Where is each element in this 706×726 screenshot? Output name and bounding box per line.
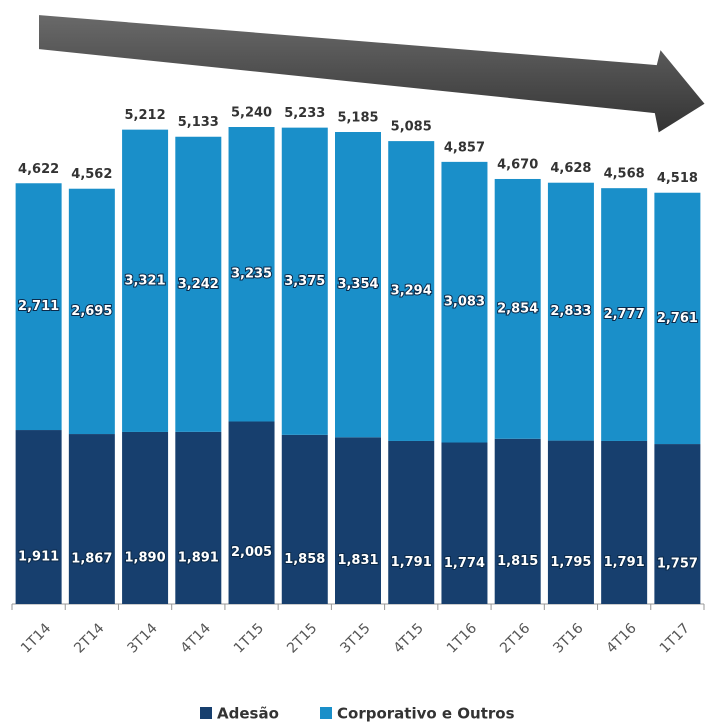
bar-segment — [601, 188, 648, 441]
total-label: 5,185 — [337, 111, 378, 126]
bar-segment — [68, 434, 115, 604]
x-tick-label: 2T16 — [497, 620, 533, 656]
bar-segment — [228, 421, 275, 604]
bar-segment — [547, 182, 594, 441]
value-label: 1,831 — [337, 553, 378, 568]
value-label: 2,833 — [550, 304, 591, 319]
bar-segment — [228, 127, 275, 422]
bar-segment — [441, 442, 488, 604]
bar-segment — [335, 132, 381, 438]
total-label: 5,133 — [178, 115, 219, 130]
trend-arrow — [37, 12, 706, 136]
x-tick-label: 4T15 — [391, 620, 427, 656]
bar-segment — [494, 178, 541, 439]
bar-segment — [654, 192, 701, 445]
value-label: 1,891 — [178, 550, 219, 565]
value-label: 2,777 — [604, 307, 645, 322]
value-label: 3,375 — [284, 274, 325, 289]
total-label: 4,670 — [497, 157, 538, 172]
total-label: 5,240 — [231, 106, 272, 121]
bar-segment — [175, 431, 222, 604]
bar-segment — [281, 127, 328, 435]
value-label: 1,791 — [391, 555, 432, 570]
x-tick-label: 1T15 — [231, 620, 267, 656]
value-label: 2,854 — [497, 301, 538, 316]
bar-segment — [601, 440, 648, 604]
value-label: 1,911 — [18, 550, 59, 565]
total-label: 4,562 — [71, 167, 112, 182]
x-tick-label: 1T14 — [18, 620, 54, 656]
total-label: 4,568 — [604, 167, 645, 182]
bar-segment — [15, 430, 62, 604]
x-tick-label: 4T14 — [178, 620, 214, 656]
x-tick-label: 3T16 — [550, 620, 586, 656]
legend-swatch — [200, 707, 212, 719]
total-label: 5,233 — [284, 106, 325, 121]
x-tick-label: 3T14 — [124, 620, 160, 656]
value-label: 1,791 — [604, 555, 645, 570]
value-label: 2,005 — [231, 545, 272, 560]
value-label: 3,321 — [125, 273, 166, 288]
x-tick-label: 4T16 — [604, 620, 640, 656]
bar-segment — [335, 437, 381, 604]
value-label: 1,795 — [550, 555, 591, 570]
bar-segment — [122, 431, 169, 604]
x-tick-label: 2T15 — [284, 620, 320, 656]
bar-segment — [122, 129, 169, 432]
bar-segment — [175, 136, 222, 432]
value-label: 2,695 — [71, 304, 112, 319]
annotation: CAGR: -6,1% — [331, 12, 439, 32]
bar-segment — [15, 183, 62, 431]
value-label: 3,083 — [444, 295, 485, 310]
x-tick-label: 1T17 — [657, 620, 693, 656]
value-label: 1,858 — [284, 552, 325, 567]
bar-segment — [68, 188, 115, 435]
value-label: 3,242 — [178, 277, 219, 292]
total-label: 4,518 — [657, 171, 698, 186]
bar-segment — [494, 438, 541, 604]
bar-segment — [654, 444, 701, 604]
value-label: 2,761 — [657, 311, 698, 326]
value-label: 2,711 — [18, 299, 59, 314]
total-label: 4,857 — [444, 140, 485, 155]
x-tick-label: 3T15 — [337, 620, 373, 656]
total-label: 4,622 — [18, 162, 59, 177]
legend-swatch — [320, 707, 332, 719]
legend-label: Adesão — [217, 705, 279, 723]
bar-segment — [388, 141, 435, 441]
x-tick-label: 1T16 — [444, 620, 480, 656]
total-label: 5,212 — [125, 108, 166, 123]
x-tick-label: 2T14 — [71, 620, 107, 656]
bar-segment — [547, 440, 594, 604]
value-label: 3,354 — [337, 277, 378, 292]
value-label: 3,294 — [391, 284, 432, 299]
total-label: 4,628 — [550, 161, 591, 176]
bar-segment — [441, 161, 488, 443]
legend-label: Corporativo e Outros — [337, 705, 515, 723]
bar-segment — [281, 434, 328, 604]
total-label: 5,085 — [391, 120, 432, 135]
value-label: 1,867 — [71, 552, 112, 567]
value-label: 1,757 — [657, 557, 698, 572]
value-label: 1,815 — [497, 554, 538, 569]
value-label: 1,774 — [444, 556, 485, 571]
value-label: 3,235 — [231, 267, 272, 282]
value-label: 1,890 — [125, 550, 166, 565]
bar-segment — [388, 440, 435, 604]
